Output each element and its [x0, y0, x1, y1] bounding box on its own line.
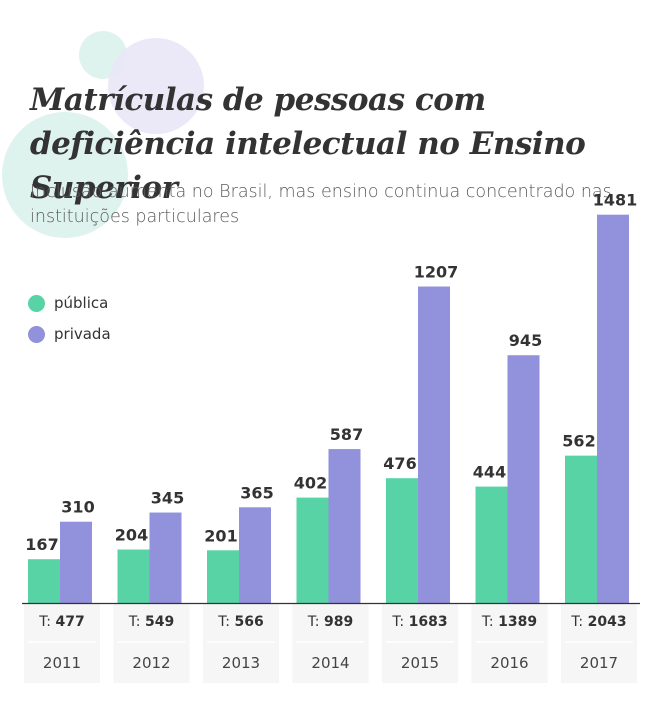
value-label-publica-2017: 562 [562, 432, 595, 451]
value-label-publica-2014: 402 [294, 474, 327, 493]
total-label-2011: T: 477 [38, 614, 84, 630]
bar-publica-2015 [386, 478, 418, 603]
bar-publica-2012 [117, 549, 150, 603]
total-label-2014: T: 989 [307, 614, 353, 630]
value-label-publica-2012: 204 [115, 526, 148, 545]
category-box-2013 [203, 604, 279, 683]
value-label-publica-2011: 167 [25, 535, 58, 554]
legend-label-privada: privada [54, 325, 111, 343]
category-box-2012 [113, 604, 190, 683]
bar-privada-2015 [418, 286, 450, 603]
bar-privada-2012 [149, 512, 182, 603]
total-label-2012: T: 549 [128, 614, 174, 630]
legend-item-publica: pública [28, 292, 108, 314]
bar-privada-2014 [328, 449, 361, 603]
legend-item-privada: privada [28, 323, 111, 345]
bar-publica-2017 [565, 455, 597, 603]
total-label-2017: T: 2043 [570, 614, 626, 630]
x-tick-label-2016: 2016 [490, 654, 528, 672]
total-label-2016: T: 1389 [481, 614, 537, 630]
value-label-publica-2013: 201 [204, 526, 237, 545]
x-tick-label-2015: 2015 [401, 654, 439, 672]
value-label-privada-2016: 945 [509, 331, 542, 350]
bar-privada-2017 [597, 214, 629, 603]
x-tick-label-2013: 2013 [222, 654, 260, 672]
x-tick-label-2011: 2011 [43, 654, 81, 672]
bar-privada-2013 [239, 507, 271, 603]
legend-label-publica: pública [54, 294, 109, 312]
value-label-privada-2015: 1207 [414, 263, 459, 282]
value-label-privada-2013: 365 [240, 483, 273, 502]
bar-privada-2011 [60, 521, 92, 603]
chart-title: Matrículas de pessoas com deficiência in… [30, 82, 586, 206]
total-label-2013: T: 566 [217, 614, 263, 630]
bar-publica-2013 [207, 550, 239, 603]
value-label-publica-2016: 444 [473, 463, 506, 482]
chart-subtitle: Inclusão aumenta no Brasil, mas ensino c… [30, 182, 612, 227]
decorative-circle-green [2, 112, 128, 238]
category-box-2016 [471, 604, 548, 683]
legend-swatch-privada [28, 325, 45, 343]
x-tick-label-2017: 2017 [580, 654, 618, 672]
category-box-2017 [561, 604, 637, 683]
bar-privada-2016 [507, 355, 540, 603]
category-box-2015 [382, 604, 458, 683]
bar-publica-2014 [296, 497, 329, 603]
total-label-2015: T: 1683 [391, 614, 447, 630]
legend-swatch-publica [28, 294, 45, 312]
category-box-2011 [24, 604, 100, 683]
value-label-publica-2015: 476 [383, 454, 416, 473]
decorative-circle-purple [108, 38, 204, 134]
value-label-privada-2012: 345 [151, 489, 184, 508]
category-box-2014 [292, 604, 369, 683]
bar-publica-2016 [475, 486, 508, 603]
value-label-privada-2014: 587 [330, 425, 363, 444]
x-tick-label-2014: 2014 [311, 654, 349, 672]
bar-publica-2011 [28, 559, 60, 603]
value-label-privada-2017: 1481 [593, 191, 638, 210]
x-tick-label-2012: 2012 [132, 654, 170, 672]
value-label-privada-2011: 310 [61, 498, 94, 517]
